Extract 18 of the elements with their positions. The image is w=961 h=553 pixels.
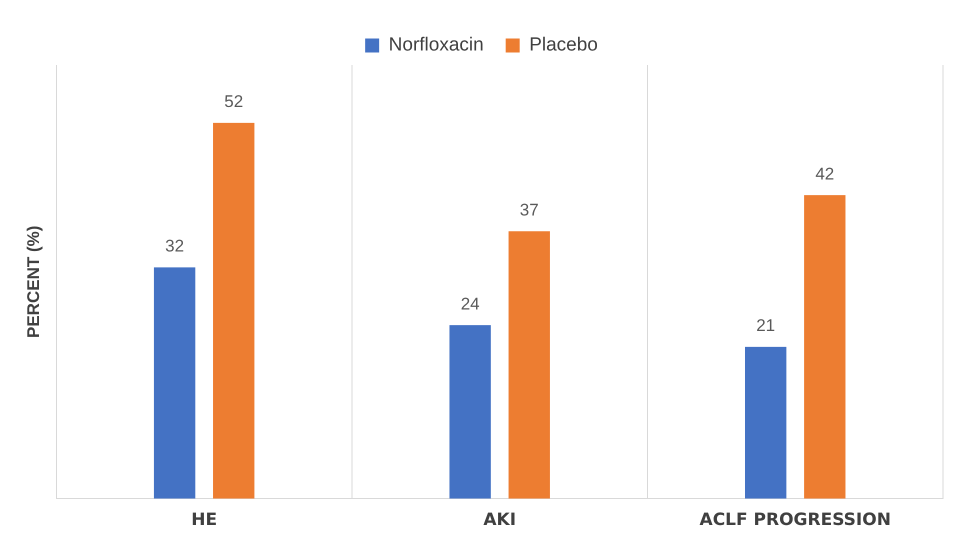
bar — [804, 195, 846, 499]
data-label: 52 — [224, 92, 244, 111]
data-label: 24 — [460, 294, 480, 314]
data-label: 37 — [520, 200, 539, 220]
legend-label: Norfloxacin — [388, 34, 484, 56]
legend-label: Placebo — [529, 34, 598, 56]
data-label: 21 — [756, 316, 776, 336]
y-axis-title: PERCENT (%) — [24, 226, 43, 338]
bar — [508, 231, 550, 499]
data-label: 42 — [815, 164, 834, 184]
x-tick-label: HE — [191, 510, 218, 530]
bar — [744, 346, 786, 499]
x-tick-label: ACLF PROGRESSION — [700, 510, 891, 530]
bar — [449, 325, 491, 499]
data-label: 32 — [165, 236, 184, 256]
x-tick-label: AKI — [483, 510, 516, 530]
bar — [154, 267, 196, 499]
bar — [213, 122, 254, 499]
